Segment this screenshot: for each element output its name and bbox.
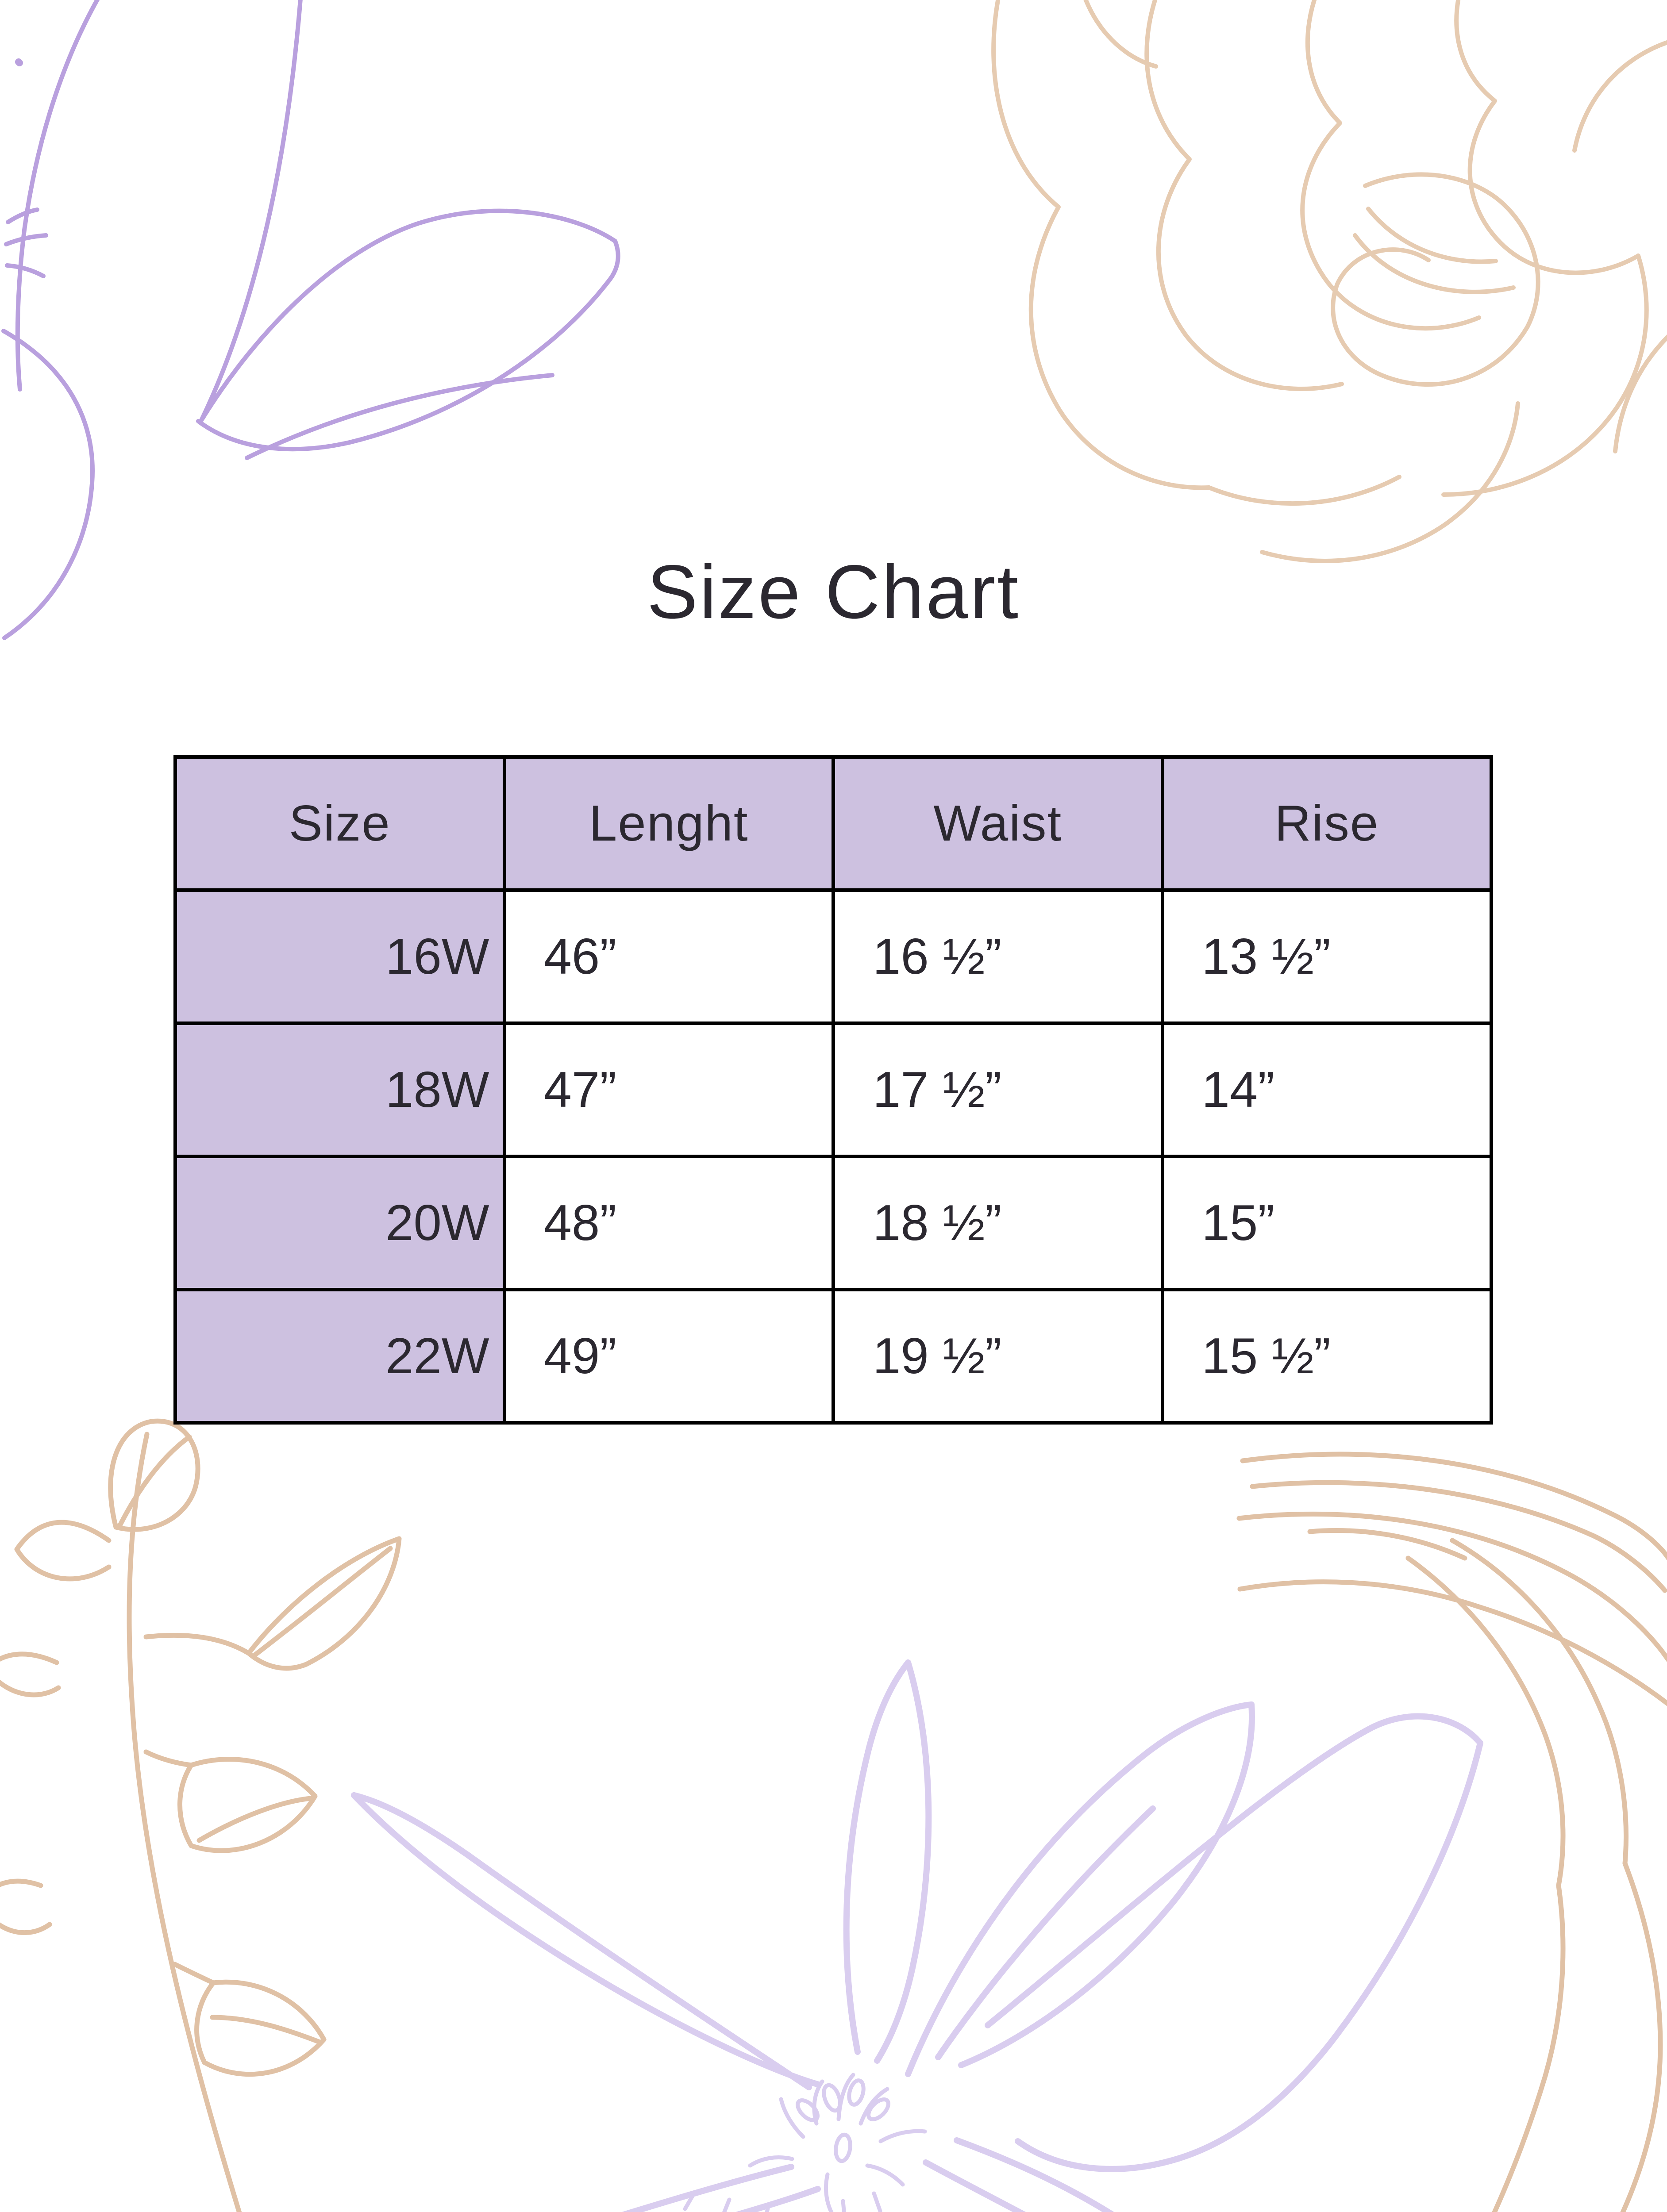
cell-length-18w: 47” — [502, 1022, 835, 1158]
cell-waist-20w: 18 ½” — [832, 1155, 1164, 1291]
beige-willow-leaves-bottom-right-illustration — [1236, 1452, 1667, 2212]
cell-length-22w: 49” — [502, 1288, 835, 1425]
purple-flower-top-left-illustration — [1, 0, 620, 640]
cell-size-22w: 22W — [173, 1288, 506, 1425]
table-row-18w: 18W 47” 17 ½” 14” — [173, 1022, 1493, 1158]
cell-waist-18w: 17 ½” — [832, 1022, 1164, 1158]
table-row-22w: 22W 49” 19 ½” 15 ½” — [173, 1288, 1493, 1425]
size-chart-table: Size Lenght Waist Rise 16W 46” 16 ½” 13 … — [173, 755, 1493, 1425]
cell-length-20w: 48” — [502, 1155, 835, 1291]
purple-clematis-bottom-center-illustration — [351, 1659, 1483, 2212]
col-header-size: Size — [173, 755, 506, 892]
header-row: Size Lenght Waist Rise — [173, 755, 1493, 892]
cell-size-20w: 20W — [173, 1155, 506, 1291]
cell-rise-16w: 13 ½” — [1160, 888, 1493, 1025]
cell-rise-18w: 14” — [1160, 1022, 1493, 1158]
table-row-16w: 16W 46” 16 ½” 13 ½” — [173, 888, 1493, 1025]
cell-rise-20w: 15” — [1160, 1155, 1493, 1291]
cell-size-18w: 18W — [173, 1022, 506, 1158]
table-row-20w: 20W 48” 18 ½” 15” — [173, 1155, 1493, 1291]
beige-peony-top-right-illustration — [991, 0, 1667, 563]
col-header-rise: Rise — [1160, 755, 1493, 892]
cell-rise-22w: 15 ½” — [1160, 1288, 1493, 1425]
clematis-stamens — [683, 2073, 927, 2212]
page-title: Size Chart — [647, 549, 1020, 634]
cell-waist-22w: 19 ½” — [832, 1288, 1164, 1425]
col-header-waist: Waist — [832, 755, 1164, 892]
cell-waist-16w: 16 ½” — [832, 888, 1164, 1025]
cell-size-16w: 16W — [173, 888, 506, 1025]
beige-branch-bottom-left-illustration — [0, 1418, 402, 2212]
cell-length-16w: 46” — [502, 888, 835, 1025]
col-header-length: Lenght — [502, 755, 835, 892]
